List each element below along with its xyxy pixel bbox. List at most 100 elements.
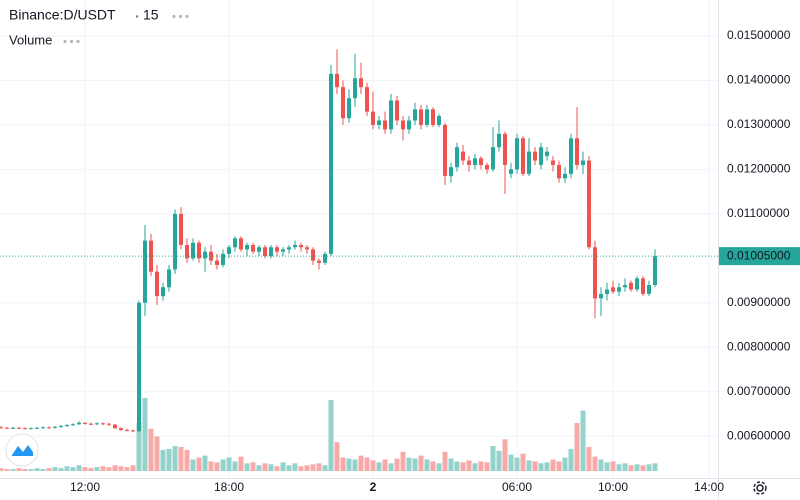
volume-bar — [4, 469, 10, 471]
settings-icon[interactable] — [753, 481, 767, 495]
volume-bar — [580, 410, 586, 471]
volume-bar — [166, 448, 172, 471]
volume-bar — [316, 463, 322, 471]
candle-body — [227, 247, 232, 254]
volume-bar — [376, 462, 382, 471]
volume-bar — [232, 461, 238, 471]
candle-body — [647, 285, 652, 294]
volume-bar — [130, 465, 136, 471]
candle-body — [605, 289, 610, 294]
candle-body — [527, 151, 532, 174]
volume-bar — [280, 462, 286, 471]
volume-bar — [634, 464, 640, 471]
candle-body — [443, 124, 448, 177]
volume-bar — [466, 460, 472, 471]
candle-body — [563, 173, 568, 179]
volume-bar — [490, 446, 496, 471]
logo[interactable] — [5, 433, 39, 467]
volume-bar — [472, 463, 478, 471]
volume-bar — [652, 463, 658, 471]
candle-body — [209, 251, 214, 261]
volume-bar — [34, 468, 40, 471]
candle-body — [413, 109, 418, 121]
volume-bar — [52, 467, 58, 471]
x-tick-label: 18:00 — [214, 480, 244, 494]
candle-body — [203, 251, 208, 259]
candle-body — [251, 245, 256, 252]
volume-bar — [322, 465, 328, 471]
candle-body — [485, 164, 490, 170]
candle-body — [509, 169, 514, 174]
candle-body — [119, 428, 124, 430]
volume-bar — [16, 468, 22, 471]
volume-bar — [388, 463, 394, 471]
volume-bar — [58, 468, 64, 471]
volume-bar — [100, 466, 106, 471]
candle-body — [239, 238, 244, 250]
candle-body — [65, 425, 70, 427]
candle-body — [149, 240, 154, 272]
volume-bar — [178, 447, 184, 471]
candle-body — [221, 253, 226, 266]
volume-bar — [10, 469, 16, 471]
grid — [0, 0, 718, 478]
volume-bar — [382, 459, 388, 471]
volume-label: Volume — [9, 32, 52, 47]
candle-body — [569, 138, 574, 174]
volume-bar — [142, 398, 148, 471]
volume-bar — [274, 466, 280, 471]
volume-bar — [256, 465, 262, 471]
candle-body — [479, 158, 484, 165]
candle-body — [419, 109, 424, 125]
candle-body — [0, 427, 4, 429]
candle-body — [11, 427, 16, 429]
candle-body — [539, 147, 544, 165]
candle-body — [359, 78, 364, 88]
candle-body — [587, 160, 592, 248]
candle-body — [377, 120, 382, 125]
candle-body — [263, 247, 268, 257]
volume-bar — [454, 461, 460, 471]
candle-body — [473, 158, 478, 165]
y-tick-label: 0.01200000 — [727, 162, 791, 176]
candle-body — [17, 427, 22, 429]
volume-bar — [334, 442, 340, 471]
candle-body — [491, 147, 496, 170]
volume-bar — [328, 399, 334, 471]
y-tick-label: 0.01100000 — [727, 206, 790, 220]
volume-bar — [586, 447, 592, 471]
volume-bar — [0, 468, 4, 471]
candle-body — [317, 260, 322, 263]
candle-body — [41, 427, 46, 429]
volume-bar — [244, 463, 250, 471]
candle-body — [23, 428, 28, 430]
menu-dots[interactable] — [172, 14, 189, 19]
volume-bar — [436, 463, 442, 471]
candle-body — [629, 282, 634, 290]
volume-bar — [448, 458, 454, 471]
candle-body — [257, 247, 262, 252]
candle-body — [449, 167, 454, 177]
volume-menu-dots[interactable] — [63, 39, 80, 44]
volume-bar — [346, 458, 352, 471]
volume-bar — [298, 466, 304, 471]
candle-body — [197, 242, 202, 259]
volume-bar — [136, 423, 142, 471]
candle-body — [47, 427, 52, 429]
candle-body — [329, 73, 334, 254]
volume-bar — [520, 453, 526, 471]
candle-body — [89, 423, 94, 425]
candle-body — [551, 160, 556, 165]
candle-body — [275, 247, 280, 252]
y-tick-label: 0.00600000 — [727, 428, 791, 442]
candle-body — [137, 302, 142, 432]
candle-body — [299, 245, 304, 248]
candle-body — [233, 238, 238, 248]
x-tick-label: 2 — [370, 480, 377, 494]
volume-bar — [592, 456, 598, 471]
candle-body — [335, 73, 340, 88]
y-tick-label: 0.01400000 — [727, 73, 791, 87]
volume-bar — [220, 459, 226, 471]
candle-body — [131, 430, 136, 432]
